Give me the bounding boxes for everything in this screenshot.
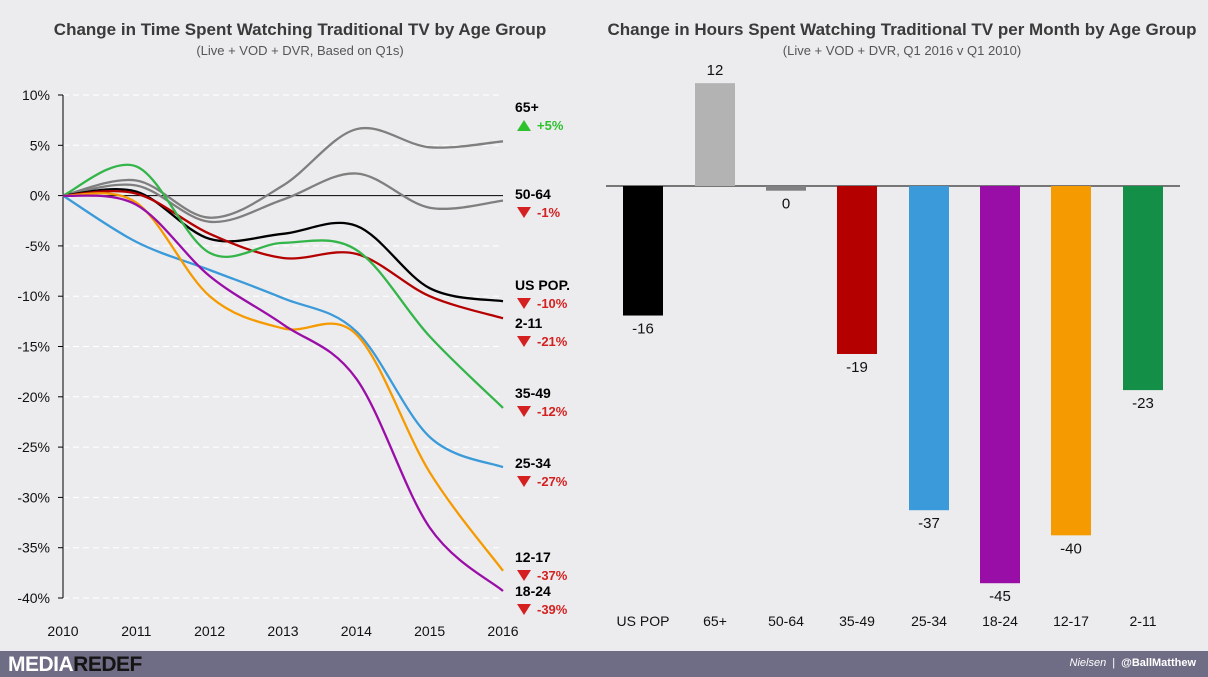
bar-category-label: 35-49 [839, 613, 875, 629]
series-label: 2-11 [515, 315, 542, 331]
line-chart-subtitle: (Live + VOD + DVR, Based on Q1s) [196, 43, 404, 58]
logo-part-b: REDEF [73, 653, 142, 676]
bar [909, 186, 949, 511]
bar [837, 186, 877, 354]
x-tick-label: 2016 [487, 623, 518, 639]
y-tick-label: -25% [17, 439, 50, 455]
series-line-65- [62, 126, 504, 219]
x-tick-label: 2012 [194, 623, 225, 639]
bar-value-label: -40 [1060, 540, 1082, 557]
x-tick-label: 2010 [47, 623, 78, 639]
bar-value-label: -23 [1132, 395, 1154, 412]
bar-value-label: -37 [918, 515, 940, 532]
bar-value-label: -45 [989, 588, 1011, 605]
triangle-down-icon [517, 406, 531, 417]
series-line-25-34 [62, 194, 504, 469]
bar-category-label: US POP [617, 613, 670, 629]
x-tick-label: 2013 [267, 623, 298, 639]
bar [623, 186, 663, 316]
mediaredef-logo: MEDIAREDEF [8, 653, 142, 677]
triangle-down-icon [517, 570, 531, 581]
series-change-label: -37% [537, 568, 568, 583]
bar-category-label: 65+ [703, 613, 727, 629]
series-change-label: -27% [537, 474, 568, 489]
triangle-down-icon [517, 476, 531, 487]
y-tick-label: 0% [30, 188, 50, 204]
logo-part-a: MEDIA [8, 653, 74, 676]
triangle-up-icon [517, 120, 531, 131]
bar-category-label: 2-11 [1130, 613, 1157, 629]
series-line-50-64 [62, 172, 504, 224]
line-chart: 10% 5% 0% -5% -10% -15% -20% -25% -30% -35% -40% 20… [17, 87, 570, 639]
bar-category-label: 25-34 [911, 613, 947, 629]
bar-category-label: 12-17 [1053, 613, 1089, 629]
series-label: 35-49 [515, 385, 551, 401]
line-chart-title: Change in Time Spent Watching Traditiona… [53, 20, 547, 39]
y-tick-label: -40% [17, 590, 50, 606]
series-label: US POP. [515, 277, 570, 293]
bar-category-label: 50-64 [768, 613, 804, 629]
series-line-us-pop- [62, 187, 504, 303]
bar [1051, 186, 1091, 536]
bar-value-label: 12 [707, 62, 724, 79]
series-label: 18-24 [515, 583, 551, 599]
series-change-label: -39% [537, 602, 568, 617]
bar-value-label: 0 [782, 196, 790, 213]
bar-value-label: -16 [632, 321, 654, 338]
credit-separator: | [1112, 657, 1116, 669]
x-tick-label: 2014 [341, 623, 372, 639]
bar-chart-subtitle: (Live + VOD + DVR, Q1 2016 v Q1 2010) [782, 43, 1022, 58]
bar [695, 83, 735, 186]
bar-chart: -16 US POP 12 65+ 0 50-64 -19 35-49 -37 25-34 -45 1… [606, 62, 1180, 629]
y-tick-label: 5% [30, 137, 50, 153]
series-change-label: -12% [537, 404, 568, 419]
bar-category-label: 18-24 [982, 613, 1018, 629]
y-tick-label: -35% [17, 540, 50, 556]
series-change-label: -1% [537, 205, 561, 220]
series-change-label: -21% [537, 334, 568, 349]
series-label: 50-64 [515, 186, 551, 202]
bar [980, 186, 1020, 584]
bar [1123, 186, 1163, 391]
series-change-label: +5% [537, 118, 564, 133]
credit-line: Nielsen | @BallMatthew [1070, 657, 1196, 669]
triangle-down-icon [517, 207, 531, 218]
footer-bar: MEDIAREDEF Nielsen | @BallMatthew [0, 651, 1208, 677]
series-label: 12-17 [515, 549, 551, 565]
triangle-down-icon [517, 336, 531, 347]
triangle-down-icon [517, 604, 531, 615]
y-tick-label: 10% [22, 87, 50, 103]
series-line-18-24 [62, 194, 504, 592]
y-tick-label: -15% [17, 339, 50, 355]
series-line-2-11 [62, 190, 504, 320]
series-label: 25-34 [515, 455, 551, 471]
y-tick-label: -5% [25, 238, 50, 254]
triangle-down-icon [517, 298, 531, 309]
series-line-35-49 [62, 163, 504, 409]
y-tick-label: -20% [17, 389, 50, 405]
y-tick-label: -10% [17, 288, 50, 304]
author-handle: @BallMatthew [1121, 657, 1196, 669]
bar-value-label: -19 [846, 359, 868, 376]
bar [766, 186, 806, 191]
x-tick-label: 2015 [414, 623, 445, 639]
bar-chart-title: Change in Hours Spent Watching Tradition… [607, 20, 1197, 39]
x-tick-label: 2011 [121, 623, 151, 639]
source-credit: Nielsen [1069, 657, 1107, 669]
y-tick-label: -30% [17, 489, 50, 505]
series-change-label: -10% [537, 296, 568, 311]
series-label: 65+ [515, 99, 539, 115]
